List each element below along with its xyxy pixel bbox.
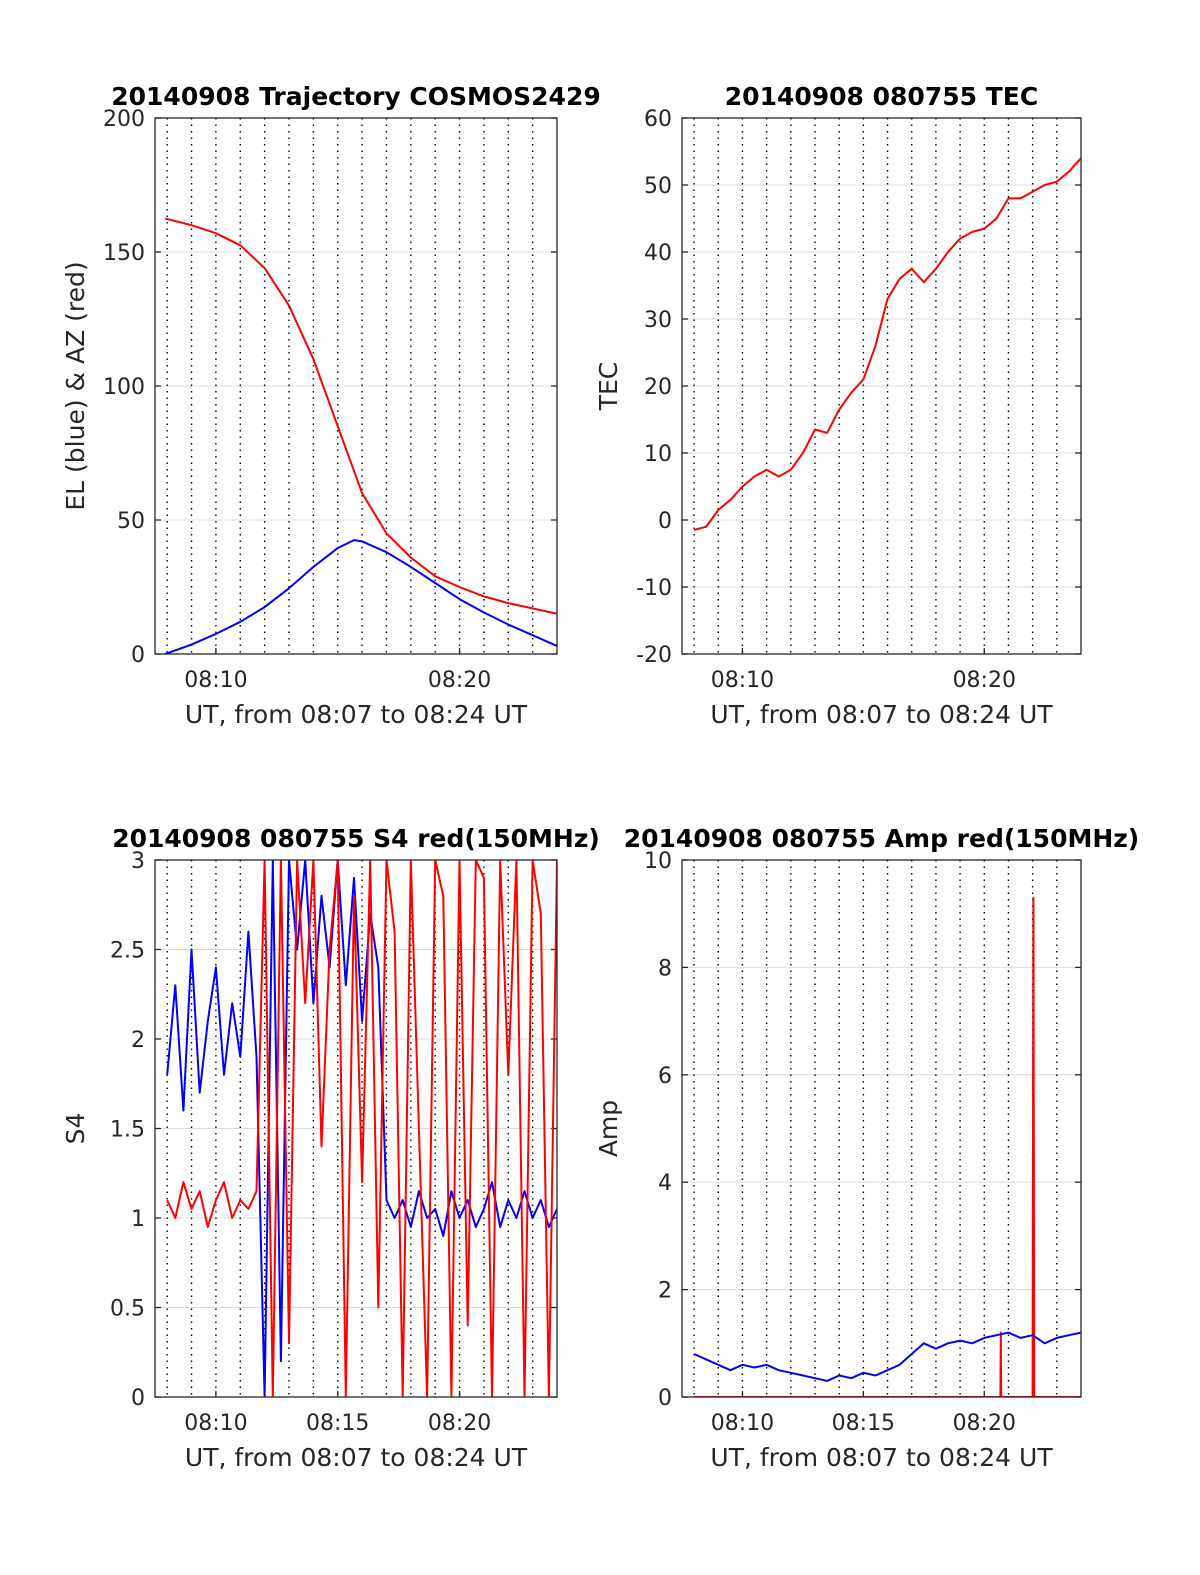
series-line-1: [166, 860, 557, 1397]
y-tick-label: 8: [658, 956, 672, 981]
y-tick-label: 10: [644, 442, 672, 467]
chart-panel-1: 0 50 100 150 200 08:10 08:20 20140908 Trajector…: [61, 82, 601, 729]
y-tick-label: 10: [644, 849, 672, 874]
y-tick-label: 0: [131, 1386, 145, 1411]
x-tick-label: 08:15: [832, 1411, 895, 1436]
x-axis-label: UT, from 08:07 to 08:24 UT: [185, 700, 528, 729]
y-tick-label: 0: [658, 509, 672, 534]
x-tick-label: 08:10: [711, 668, 774, 693]
y-tick-label: 40: [644, 241, 672, 266]
x-axis-label: UT, from 08:07 to 08:24 UT: [185, 1443, 528, 1472]
x-tick-label: 08:10: [711, 1411, 774, 1436]
chart-title: 20140908 Trajectory COSMOS2429: [111, 82, 601, 111]
chart-panel-4: 0 2 4 6 8 10 08:10 08:15 08:20 20140908 080755 Am…: [594, 824, 1139, 1472]
y-tick-label: 0.5: [110, 1297, 145, 1322]
axes-frame: [154, 859, 558, 1398]
series-line-1: [164, 217, 557, 615]
x-tick-label: 08:20: [953, 1411, 1016, 1436]
y-tick-label: 4: [658, 1171, 672, 1196]
y-tick-label: 0: [658, 1386, 672, 1411]
x-tick-label: 08:10: [184, 668, 247, 693]
series-line-1: [693, 157, 1081, 531]
series-line-2: [693, 1331, 1081, 1382]
y-tick-label: 6: [658, 1064, 672, 1089]
y-axis-label: Amp: [594, 1100, 623, 1157]
y-tick-label: 150: [103, 241, 145, 266]
series-line-2: [166, 860, 557, 1397]
y-tick-label: 50: [644, 174, 672, 199]
y-tick-label: 100: [103, 375, 145, 400]
axes-frame: [681, 117, 1082, 655]
y-tick-label: 20: [644, 375, 672, 400]
y-tick-label: 1.5: [110, 1118, 145, 1143]
y-tick-label: 0: [131, 643, 145, 668]
y-tick-label: -10: [636, 576, 672, 601]
y-tick-label: 3: [131, 849, 145, 874]
y-tick-label: 50: [117, 509, 145, 534]
x-tick-label: 08:20: [428, 668, 491, 693]
chart-panel-2: -20 -10 0 10 20 30 40 50 60 08:10 08:20 20140908 08…: [594, 82, 1082, 729]
series-line-1: [694, 896, 1081, 1397]
y-tick-label: 2.5: [110, 939, 145, 964]
chart-panel-3: 0 0.5 1 1.5 2 2.5 3 08:10 08:15 08:20 20140908 080…: [61, 824, 600, 1472]
y-axis-label: EL (blue) & AZ (red): [61, 261, 90, 510]
x-tick-label: 08:20: [428, 1411, 491, 1436]
series-line-2: [164, 539, 557, 654]
y-tick-label: 1: [131, 1207, 145, 1232]
y-tick-label: 200: [103, 107, 145, 132]
axes-frame: [154, 117, 558, 655]
x-tick-label: 08:20: [953, 668, 1016, 693]
y-axis-label: TEC: [594, 362, 623, 412]
x-axis-label: UT, from 08:07 to 08:24 UT: [710, 1443, 1053, 1472]
chart-title: 20140908 080755 TEC: [725, 82, 1038, 111]
x-tick-label: 08:10: [184, 1411, 247, 1436]
y-tick-label: -20: [636, 643, 672, 668]
y-tick-label: 2: [658, 1279, 672, 1304]
chart-title: 20140908 080755 S4 red(150MHz): [112, 824, 600, 853]
y-tick-label: 2: [131, 1028, 145, 1053]
chart-title: 20140908 080755 Amp red(150MHz): [624, 824, 1140, 853]
y-tick-label: 30: [644, 308, 672, 333]
y-axis-label: S4: [61, 1113, 90, 1145]
x-axis-label: UT, from 08:07 to 08:24 UT: [710, 700, 1053, 729]
axes-frame: [681, 859, 1082, 1398]
y-tick-label: 60: [644, 107, 672, 132]
x-tick-label: 08:15: [306, 1411, 369, 1436]
